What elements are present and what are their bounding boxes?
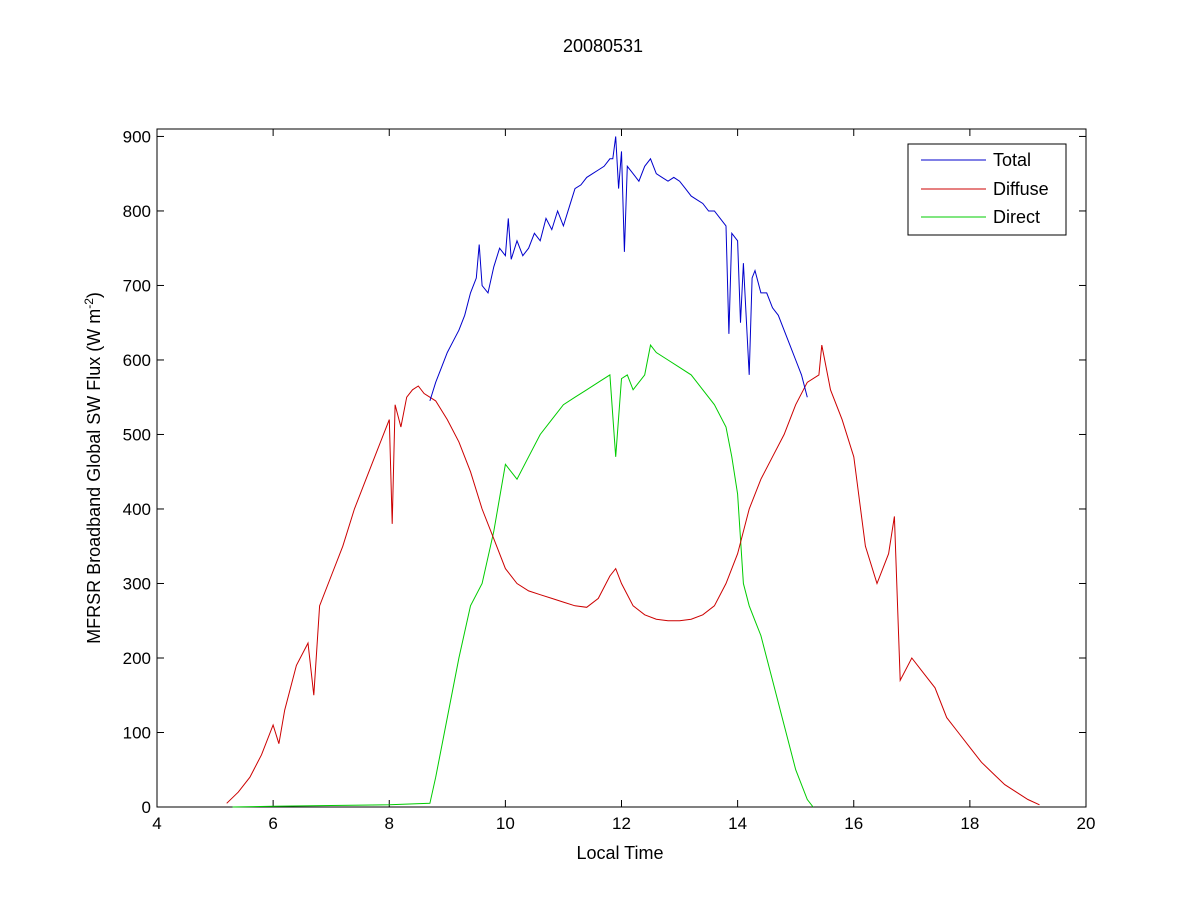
y-axis-label: MFRSR Broadband Global SW Flux (W m-2): [82, 292, 104, 644]
y-tick-label: 700: [123, 276, 151, 295]
y-tick-label: 0: [142, 798, 151, 817]
series-line-direct: [232, 343, 814, 808]
x-tick-label: 16: [844, 814, 863, 833]
y-tick-label: 100: [123, 723, 151, 742]
y-axis-label-close: ): [84, 292, 104, 298]
x-tick-label: 20: [1077, 814, 1096, 833]
y-tick-label: 300: [123, 574, 151, 593]
legend-label-diffuse: Diffuse: [993, 179, 1049, 199]
x-tick-label: 14: [728, 814, 747, 833]
y-tick-label: 600: [123, 351, 151, 370]
x-tick-label: 4: [152, 814, 161, 833]
legend-label-direct: Direct: [993, 207, 1040, 227]
y-tick-label: 800: [123, 202, 151, 221]
chart-title: 20080531: [563, 36, 643, 56]
x-tick-label: 10: [496, 814, 515, 833]
y-axis-ticks: 0 100 200 300 400 500 600 700 800 900: [123, 127, 1086, 817]
x-tick-label: 18: [960, 814, 979, 833]
series-layer: [226, 136, 1040, 808]
y-tick-label: 400: [123, 500, 151, 519]
x-axis-label: Local Time: [576, 843, 663, 863]
series-line-total: [429, 136, 808, 402]
plot-area: [156, 128, 1087, 808]
series-line-diffuse: [226, 345, 1040, 806]
legend: Total Diffuse Direct: [907, 143, 1067, 236]
y-tick-label: 900: [123, 127, 151, 146]
legend-label-total: Total: [993, 150, 1031, 170]
y-tick-label: 200: [123, 649, 151, 668]
x-tick-label: 8: [385, 814, 394, 833]
x-axis-ticks: 4 6 8 10 12 14 16 18 20: [152, 129, 1095, 833]
x-tick-label: 6: [268, 814, 277, 833]
y-tick-label: 500: [123, 425, 151, 444]
y-axis-label-main: MFRSR Broadband Global SW Flux (W m: [84, 309, 104, 644]
x-tick-label: 12: [612, 814, 631, 833]
y-axis-label-superscript: -2: [82, 298, 96, 309]
